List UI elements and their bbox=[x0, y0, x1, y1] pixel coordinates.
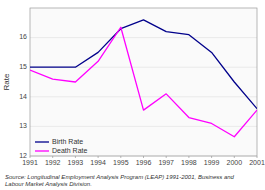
grid-line bbox=[30, 96, 257, 97]
x-tick bbox=[120, 156, 121, 158]
x-tick-label: 1992 bbox=[45, 159, 61, 166]
source-line: Source: Longitudinal Employment Analysis… bbox=[5, 174, 235, 180]
series-line bbox=[30, 20, 257, 109]
plot-frame bbox=[30, 8, 257, 156]
x-tick bbox=[211, 156, 212, 158]
legend-swatch bbox=[35, 150, 49, 151]
y-axis-label: Rate bbox=[2, 73, 11, 90]
legend-label: Death Rate bbox=[52, 147, 88, 154]
y-axis: 12 13 14 15 16 bbox=[19, 33, 257, 158]
grid-line bbox=[30, 37, 257, 38]
x-tick bbox=[52, 156, 53, 158]
x-tick bbox=[75, 156, 76, 158]
y-tick-label: 14 bbox=[19, 93, 27, 100]
legend-label: Birth Rate bbox=[52, 138, 83, 145]
legend: Birth Rate Death Rate bbox=[35, 138, 88, 154]
y-tick-label: 15 bbox=[19, 63, 27, 70]
series-line bbox=[30, 27, 257, 137]
x-tick-label: 2001 bbox=[249, 159, 265, 166]
x-tick-label: 2000 bbox=[227, 159, 243, 166]
x-tick-label: 1999 bbox=[204, 159, 220, 166]
legend-swatch bbox=[35, 141, 49, 142]
x-tick bbox=[234, 156, 235, 158]
x-tick-label: 1994 bbox=[90, 159, 106, 166]
chart: Source: Longitudinal Employment Analysis… bbox=[0, 0, 265, 190]
source-line: Labour Market Analysis Division. bbox=[5, 181, 92, 187]
x-tick bbox=[143, 156, 144, 158]
x-tick bbox=[257, 156, 258, 158]
y-tick-label: 13 bbox=[19, 122, 27, 129]
plot-area bbox=[30, 8, 257, 156]
source-note: Source: Longitudinal Employment Analysis… bbox=[5, 174, 235, 187]
x-tick-label: 1996 bbox=[136, 159, 152, 166]
x-tick-label: 1997 bbox=[158, 159, 174, 166]
x-tick bbox=[30, 156, 31, 158]
x-tick-label: 1991 bbox=[22, 159, 38, 166]
x-tick bbox=[98, 156, 99, 158]
annotations: Source: Longitudinal Employment Analysis… bbox=[5, 174, 235, 187]
y-tick-label: 12 bbox=[19, 152, 27, 159]
x-axis: 1991 1992 1993 1994 1995 1996 1997 1998 1999 2000… bbox=[22, 156, 265, 166]
grid-line bbox=[30, 126, 257, 127]
x-tick-label: 1993 bbox=[68, 159, 84, 166]
x-tick-label: 1995 bbox=[113, 159, 129, 166]
series-lines bbox=[30, 20, 257, 137]
x-tick bbox=[166, 156, 167, 158]
y-tick-label: 16 bbox=[19, 33, 27, 40]
x-tick-label: 1998 bbox=[181, 159, 197, 166]
x-tick bbox=[188, 156, 189, 158]
